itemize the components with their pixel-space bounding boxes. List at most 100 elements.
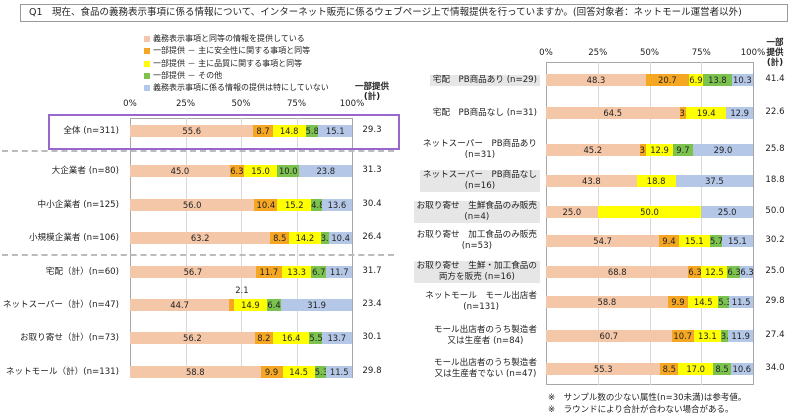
bar-segment: 3.8 — [320, 232, 335, 244]
bar-segment: 14.8 — [272, 125, 306, 137]
legend-label: 一部提供 － その他 — [153, 70, 223, 80]
bar-segment: 55.6 — [130, 125, 254, 137]
bar-segment: 13.7 — [321, 332, 352, 344]
gridline — [597, 62, 599, 385]
row-label-line: (n=4) — [464, 212, 490, 222]
row-label-line: 両方を販売 (n=16) — [438, 272, 515, 282]
bar-segment: 9.9 — [260, 366, 283, 378]
row-label-line: 又は生産者でない (n=47) — [434, 369, 537, 379]
total-value: 27.4 — [765, 330, 785, 340]
bar-segment: 9.9 — [667, 296, 689, 308]
x-tick-label: 100% — [740, 48, 766, 58]
bar-segment: 15.1 — [318, 125, 352, 137]
row-label-line: ネットモール モール出店者 — [425, 291, 537, 301]
bar-segment: 14.5 — [282, 366, 315, 378]
total-value: 18.8 — [765, 175, 785, 185]
row-label-line: お取り寄せ 生鮮・加工食品の — [416, 261, 537, 271]
bar-segment: 8.5 — [660, 363, 679, 375]
bar-segment: 11.7 — [326, 266, 353, 278]
row-label-line: (n=31) — [464, 150, 496, 160]
legend-swatch — [144, 85, 150, 92]
row-label: ネットスーパー PB商品あり (n=31) — [420, 139, 540, 161]
bar-segment: 58.8 — [546, 296, 668, 308]
bar-segment: 12.9 — [646, 144, 673, 156]
row-label: ネットスーパー（計）(n=47) — [0, 300, 122, 311]
total-value: 25.8 — [765, 144, 785, 154]
bar-segment: 8.5 — [713, 363, 731, 375]
bar-segment: 11.5 — [729, 296, 753, 308]
bar-segment: 10.6 — [730, 363, 753, 375]
row-label-line: 又は生産者 (n=84) — [447, 336, 524, 346]
bar-segment: 37.5 — [675, 175, 754, 187]
bar-segment: 64.5 — [546, 107, 680, 119]
header-line: 一部 — [766, 38, 784, 48]
bar-segment: 6.3 — [740, 266, 754, 278]
row-label-line: ネットスーパー PB商品なし — [422, 170, 537, 180]
legend-label: 一部提供 － 主に安全性に関する事項と同等 — [153, 46, 311, 56]
row-label: 全体 (n=311) — [60, 126, 122, 137]
bar-segment: 60.7 — [546, 330, 672, 342]
bar-segment: 18.8 — [636, 175, 676, 187]
row-label: 宅配（計）(n=60) — [43, 267, 122, 278]
gridline — [296, 118, 298, 378]
bar-segment: 14.9 — [233, 299, 267, 311]
header-line: (計) — [766, 58, 784, 68]
bar-segment: 6.3 — [688, 266, 702, 278]
bar-segment: 56.0 — [130, 199, 255, 211]
bar-segment: 12.5 — [701, 266, 728, 278]
bar-segment: 5.3 — [314, 366, 329, 378]
legend-swatch — [144, 36, 150, 43]
legend-swatch — [144, 60, 150, 67]
row-label: 宅配 PB商品あり (n=29) — [429, 74, 540, 86]
bar-segment: 44.7 — [130, 299, 230, 311]
header-line: 一部提供 — [354, 82, 389, 92]
bar-segment: 9.7 — [672, 144, 693, 156]
x-tick-label: 25% — [588, 48, 608, 58]
bar-segment: 3.6 — [720, 330, 734, 342]
row-label-line: 中小企業者 (n=125) — [37, 199, 119, 210]
legend-swatch — [144, 73, 150, 80]
group-separator — [2, 254, 394, 256]
bar-segment: 50.0 — [597, 206, 702, 218]
x-tick-label: 75% — [691, 48, 711, 58]
bar-segment: 13.8 — [703, 74, 732, 86]
legend-item: 一部提供 － その他 — [144, 70, 329, 82]
row-label-line: モール出店者のうち製造者 — [433, 358, 537, 368]
row-label: お取り寄せ 生鮮・加工食品の 両方を販売 (n=16) — [413, 261, 540, 283]
bar-segment: 8.7 — [253, 125, 273, 137]
highlight-box-total-row — [48, 114, 400, 150]
bar-segment: 56.2 — [130, 332, 255, 344]
row-label-line: (n=131) — [463, 302, 500, 312]
bar-segment: 6.7 — [311, 266, 327, 278]
bar-segment: 11.9 — [728, 330, 753, 342]
row-label: 中小企業者 (n=125) — [35, 200, 122, 211]
row-label-line: モール出店者のうち製造者 — [433, 325, 537, 335]
chart-legend: 義務表示事項と同等の情報を提供している 一部提供 － 主に安全性に関する事項と同… — [144, 33, 329, 94]
bar-segment: 15.2 — [277, 199, 312, 211]
x-tick-label: 50% — [639, 48, 660, 58]
bar-segment: 5.5 — [309, 332, 323, 344]
bar-segment: 25.0 — [546, 206, 598, 218]
total-value: 41.4 — [765, 74, 785, 84]
legend-label: 義務表示事項と同等の情報を提供している — [153, 34, 305, 43]
row-label: ネットスーパー PB商品なし (n=16) — [419, 170, 540, 192]
row-label-line: (n=53) — [461, 241, 492, 251]
x-tick-label: 100% — [339, 99, 365, 109]
row-label-line: 宅配（計）(n=60) — [45, 266, 119, 277]
gridline — [185, 118, 187, 378]
total-value: 30.1 — [362, 332, 382, 342]
question-title: Q1 現在、食品の義務表示事項に係る情報について、インターネット販売に係るウェブ… — [20, 4, 788, 22]
row-label: お取り寄せ 加工食品のみ販売 (n=53) — [414, 230, 540, 252]
bar-segment: 13.3 — [281, 266, 312, 278]
total-value: 31.7 — [362, 266, 382, 276]
bar-segment: 13.6 — [321, 199, 352, 211]
total-value: 25.0 — [765, 266, 785, 276]
total-value: 29.3 — [362, 125, 382, 135]
bar-segment: 58.8 — [130, 366, 261, 378]
bar-segment: 56.7 — [130, 266, 256, 278]
bar-segment: 11.5 — [326, 366, 352, 378]
row-label-line: ネットモール（計）(n=131) — [5, 366, 119, 377]
row-label: ネットモール（計）(n=131) — [3, 367, 122, 378]
x-tick-label: 0% — [123, 99, 137, 109]
total-value: 50.0 — [765, 206, 785, 216]
